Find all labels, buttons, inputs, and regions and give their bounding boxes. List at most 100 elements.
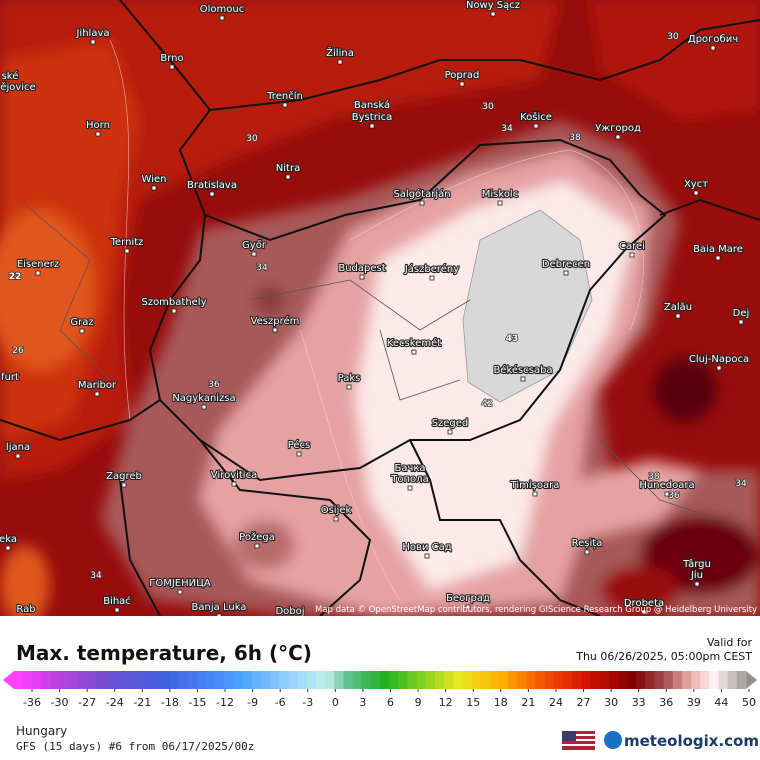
colorbar-segment (206, 671, 216, 689)
city-label: Banská (354, 99, 390, 111)
city-marker (641, 609, 647, 615)
city-label: Trenčín (266, 90, 303, 102)
colorbar-arrow-left (3, 671, 14, 689)
colorbar-segment (380, 671, 390, 689)
contour-label: 34 (501, 124, 513, 134)
colorbar-segment (480, 671, 491, 689)
colorbar-segment (389, 671, 399, 689)
city-label: Poprad (445, 70, 480, 81)
contour-label: 30 (482, 102, 494, 112)
colorbar-segment (242, 671, 253, 689)
colorbar-segment (87, 671, 97, 689)
city-marker (114, 607, 120, 613)
contour-label: 36 (208, 380, 220, 390)
colorbar-label: 18 (494, 696, 508, 709)
city-label: Rab (16, 604, 35, 615)
colorbar-segment (23, 671, 33, 689)
colorbar-segment (553, 671, 564, 689)
colorbar-segment (361, 671, 372, 689)
colorbar-segment (398, 671, 408, 689)
city-marker (369, 123, 375, 129)
contour-label: 30 (667, 32, 679, 42)
colorbar-segment (96, 671, 106, 689)
brand: meteologix.com (624, 732, 759, 750)
city-label: Eisenerz (17, 259, 59, 270)
colorbar-label: -18 (161, 696, 179, 709)
city-label: Jihlava (75, 28, 109, 39)
city-label: Maribor (78, 380, 117, 391)
attribution: Map data © OpenStreetMap contributors, r… (315, 605, 757, 615)
city-label: Žilina (326, 46, 354, 59)
city-label: Hunedoara (639, 480, 694, 491)
colorbar-arrow-right (746, 671, 757, 689)
colorbar-label: -21 (133, 696, 151, 709)
city-label: Ternitz (110, 237, 144, 248)
city-marker (209, 191, 215, 197)
city-label: ГОМЈЕНИЦА (149, 578, 211, 589)
colorbar-segment (544, 671, 555, 689)
city-marker (216, 613, 222, 616)
city-label: Zalău (664, 302, 692, 313)
city-marker (219, 15, 225, 21)
city-label: Drobeta (624, 598, 664, 609)
city-label: Nitra (276, 163, 300, 174)
colorbar-label: 39 (687, 696, 701, 709)
us-flag (562, 731, 595, 750)
colorbar-segment (151, 671, 161, 689)
city-marker (615, 134, 621, 140)
colorbar-segment (315, 671, 326, 689)
city-label: Бачка (394, 463, 425, 474)
colorbar-segment (590, 671, 601, 689)
contour-label: 38 (569, 133, 581, 143)
city-marker (429, 275, 435, 281)
colorbar-label: 9 (415, 696, 422, 709)
city-label: Graz (70, 317, 93, 328)
city-label: Târgu (682, 558, 711, 570)
colorbar-label: 50 (742, 696, 756, 709)
city-marker (95, 131, 101, 137)
colorbar-segment (526, 671, 537, 689)
city-label: Veszprém (251, 315, 300, 327)
city-label: Bihać (103, 595, 131, 607)
contour-label: 34 (735, 479, 747, 489)
colorbar: -36 -30 -27 -24 -21 -18 -15 -12 -9 -6 -3 0 3 6 9 12 15 18… (3, 671, 757, 709)
colorbar-segment (279, 671, 289, 689)
city-label: Doboj (275, 606, 304, 617)
contour-label: 36 (668, 491, 680, 501)
contour-label: 26 (12, 346, 24, 356)
city-label: Timișoara (510, 480, 560, 491)
colorbar-segment (563, 671, 573, 689)
city-label: Salgótarján (393, 188, 450, 200)
city-marker (675, 313, 681, 319)
city-label: Jászberény (404, 263, 459, 275)
contour-label: 42 (481, 399, 492, 409)
colorbar-segment (498, 671, 509, 689)
city-label: Baia Mare (693, 244, 743, 255)
colorbar-label: -30 (51, 696, 69, 709)
colorbar-segment (434, 671, 445, 689)
city-label: Szeged (432, 418, 469, 429)
city-label: Nagykanizsa (172, 393, 235, 404)
colorbar-label: 24 (549, 696, 563, 709)
contour-label: 34 (90, 571, 102, 581)
city-marker (447, 429, 453, 435)
city-marker (79, 328, 85, 334)
city-marker (201, 404, 207, 410)
city-marker (121, 482, 127, 488)
colorbar-label: 21 (521, 696, 535, 709)
city-label: ské (2, 70, 19, 82)
city-marker (563, 270, 569, 276)
title: Max. temperature, 6h (°C) (16, 641, 312, 665)
colorbar-segment (334, 671, 344, 689)
city-label: Нови Сад (402, 542, 451, 553)
city-marker (694, 581, 700, 587)
city-marker (490, 11, 496, 17)
contour-label: 43 (506, 334, 519, 344)
city-marker (282, 102, 288, 108)
colorbar-label: 12 (439, 696, 453, 709)
city-label: Wien (142, 174, 167, 185)
colorbar-label: 30 (604, 696, 618, 709)
city-marker (151, 185, 157, 191)
city-label: Cluj-Napoca (689, 354, 749, 365)
